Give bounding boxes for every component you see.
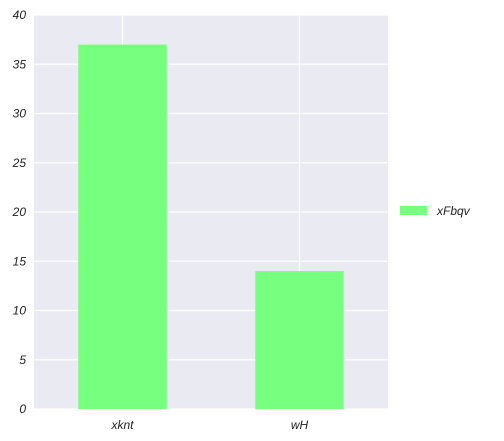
y-tick-label-35: 35	[13, 57, 27, 71]
y-tick-label-10: 10	[13, 304, 27, 318]
bar-wH	[255, 271, 344, 409]
x-axis-ticks: xknt wH	[110, 418, 308, 432]
legend: xFbqv	[400, 204, 471, 218]
bars	[78, 44, 344, 410]
y-tick-label-5: 5	[19, 353, 26, 367]
y-axis-ticks: 0 5 10 15 20 25 30 35 40	[12, 8, 27, 416]
y-tick-label-30: 30	[13, 107, 27, 121]
y-tick-label-25: 25	[12, 156, 27, 170]
bar-xknt	[78, 44, 167, 410]
y-tick-label-0: 0	[19, 402, 26, 416]
x-tick-label-wH: wH	[291, 418, 309, 432]
x-tick-label-xknt: xknt	[110, 418, 134, 432]
legend-label-xFbqv: xFbqv	[436, 204, 471, 218]
y-tick-label-20: 20	[12, 205, 27, 219]
legend-swatch	[400, 206, 427, 215]
y-tick-label-40: 40	[13, 8, 27, 22]
y-tick-label-15: 15	[13, 254, 27, 268]
